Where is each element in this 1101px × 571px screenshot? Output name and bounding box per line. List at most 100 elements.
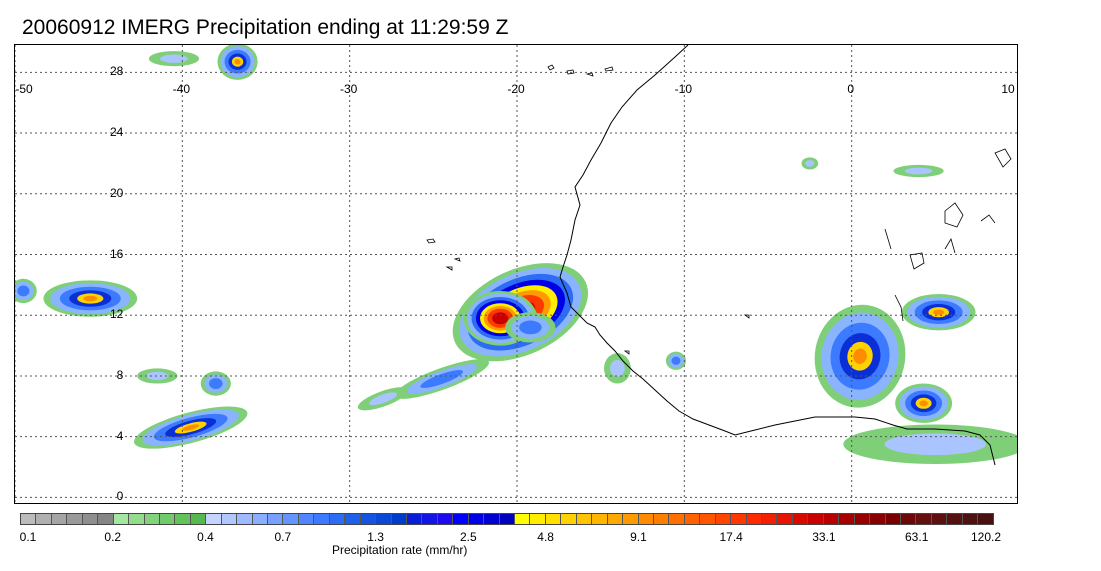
colorbar-swatch: [792, 514, 809, 524]
rain-intensity-ring: [805, 160, 815, 167]
colorbar-swatch: [391, 514, 407, 524]
rain-cell: [604, 353, 631, 384]
colorbar-swatch: [854, 514, 871, 524]
colorbar-swatch: [51, 514, 68, 524]
rain-cell: [15, 278, 37, 304]
colorbar-swatch: [962, 514, 979, 524]
colorbar-swatch: [190, 514, 207, 524]
colorbar-tick-label: 0.2: [104, 530, 122, 544]
colorbar-swatch: [607, 514, 624, 524]
colorbar-swatch: [422, 514, 438, 524]
rain-intensity-ring: [919, 400, 928, 407]
rain-intensity-ring: [234, 58, 241, 65]
rain-cell: [665, 351, 687, 370]
rain-intensity-ring: [671, 356, 681, 365]
map-canvas: [15, 45, 1017, 503]
colorbar-tick-label: 17.4: [719, 530, 743, 544]
colorbar-swatch: [870, 514, 886, 524]
latitude-tick-label: 0: [116, 489, 124, 503]
colorbar-tick-label: 63.1: [905, 530, 929, 544]
rain-intensity-ring: [420, 370, 463, 388]
rain-intensity-ring: [160, 54, 188, 63]
colorbar-swatch: [777, 514, 793, 524]
colorbar-swatch: [298, 514, 315, 524]
colorbar-swatch: [283, 514, 299, 524]
rain-layer: [15, 45, 1017, 465]
colorbar-swatch: [700, 514, 716, 524]
latitude-tick-label: 28: [109, 64, 124, 79]
colorbar-swatch: [144, 514, 160, 524]
rain-cell: [814, 304, 906, 408]
map-title: 20060912 IMERG Precipitation ending at 1…: [22, 16, 509, 39]
latitude-tick-label: 24: [109, 125, 124, 140]
rain-cell: [394, 359, 490, 399]
latitude-tick-label: 20: [109, 185, 124, 200]
colorbar-swatch: [406, 514, 423, 524]
colorbar-tick-label: 1.3: [367, 530, 384, 544]
colorbar-swatch: [978, 514, 993, 524]
longitude-tick-label: -40: [172, 82, 190, 96]
rain-intensity-ring: [610, 360, 625, 377]
rain-intensity-ring: [519, 320, 542, 335]
colorbar-swatch: [653, 514, 670, 524]
rain-cell: [505, 312, 556, 343]
colorbar-swatch: [515, 514, 531, 524]
colorbar-swatch: [221, 514, 238, 524]
colorbar-swatch: [900, 514, 917, 524]
colorbar-swatch: [762, 514, 778, 524]
colorbar-swatch: [113, 514, 130, 524]
colorbar-swatch: [623, 514, 639, 524]
colorbar-tick-label: 2.5: [460, 530, 477, 544]
rain-intensity-ring: [182, 424, 200, 431]
longitude-tick-label: -10: [674, 82, 692, 96]
colorbar-swatch: [484, 514, 500, 524]
colorbar-swatch: [839, 514, 855, 524]
colorbar-tick-label: 33.1: [812, 530, 836, 544]
colorbar-swatch: [561, 514, 577, 524]
colorbar-swatch: [808, 514, 824, 524]
colorbar-swatch: [376, 514, 392, 524]
rain-cell: [217, 45, 258, 80]
island-outlines: [426, 64, 750, 355]
longitude-tick-label: -20: [507, 82, 525, 96]
rain-cell: [137, 368, 178, 384]
rain-cell: [200, 371, 231, 396]
colorbar-swatch: [545, 514, 562, 524]
rain-intensity-ring: [146, 371, 169, 381]
colorbar-swatch: [947, 514, 963, 524]
colorbar-swatch: [252, 514, 268, 524]
rain-intensity-ring: [369, 392, 398, 406]
rain-cell: [357, 387, 409, 411]
longitude-tick-label: 10: [1001, 82, 1015, 96]
colorbar-swatch: [82, 514, 99, 524]
rain-intensity-ring: [209, 378, 223, 390]
colorbar-swatch: [931, 514, 948, 524]
latitude-tick-label: 12: [109, 307, 124, 322]
colorbar-tick-label: 0.4: [197, 530, 214, 544]
colorbar-swatch: [21, 514, 37, 524]
colorbar-swatch: [314, 514, 330, 524]
colorbar-tick-label: 0.7: [274, 530, 292, 544]
longitude-tick-label: -30: [339, 82, 358, 96]
rain-intensity-ring: [884, 433, 986, 456]
latitude-tick-label: 8: [116, 367, 124, 382]
latitude-tick-label: 4: [116, 428, 124, 443]
africa-coastline: [559, 45, 996, 466]
rain-intensity-ring: [933, 309, 945, 315]
colorbar-swatch: [360, 514, 377, 524]
colorbar-swatch: [345, 514, 361, 524]
colorbar-tick-label: 0.1: [19, 530, 37, 544]
precipitation-map: [14, 44, 1018, 504]
colorbar-tick-label: 120.2: [970, 530, 1002, 544]
rain-cell: [901, 293, 976, 331]
rain-intensity-ring: [492, 312, 509, 325]
colorbar-swatch: [576, 514, 593, 524]
colorbar-tick-label: 9.1: [630, 530, 647, 544]
colorbar-swatch: [329, 514, 346, 524]
colorbar: [20, 513, 994, 525]
longitude-tick-label: -50: [15, 82, 33, 96]
colorbar-swatch: [684, 514, 701, 524]
colorbar-title: Precipitation rate (mm/hr): [332, 543, 468, 557]
colorbar-swatch: [36, 514, 52, 524]
rain-cell: [43, 280, 138, 317]
